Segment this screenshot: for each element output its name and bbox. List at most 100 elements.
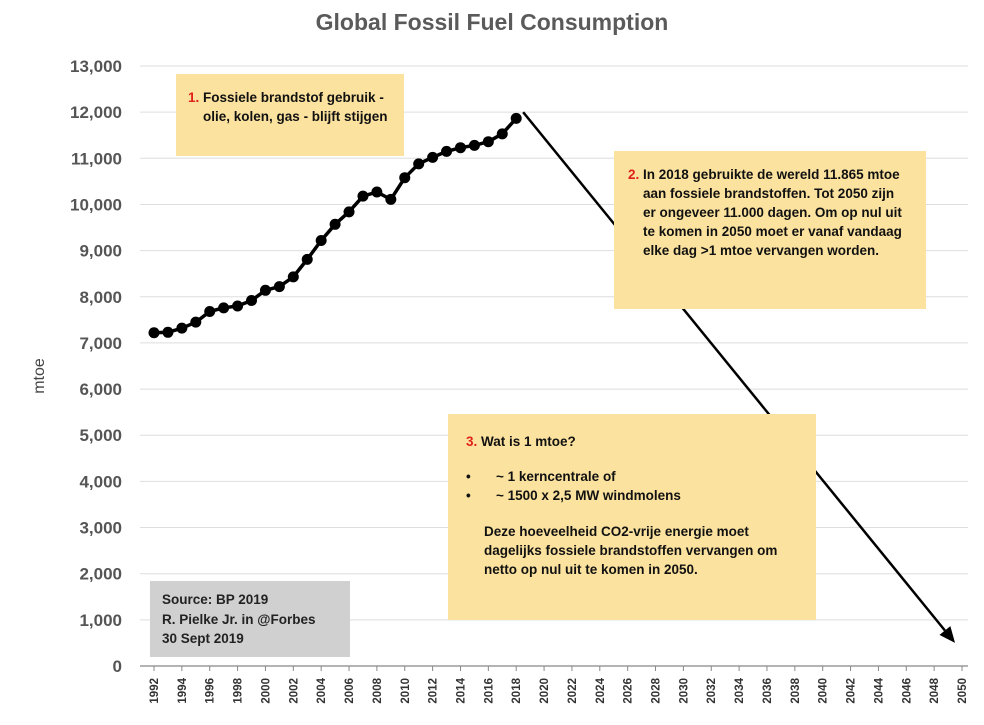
data-point [232,300,244,312]
arrow-shaft [522,111,946,632]
x-tick-label: 2042 [846,678,858,704]
data-point [287,271,299,283]
y-tick-label: 9,000 [79,242,122,261]
x-tick-label: 2040 [818,678,830,704]
note-3-bullet-list: • ~ 1 kerncentrale of • ~ 1500 x 2,5 MW wi… [466,467,804,505]
bullet-text: ~ 1 kerncentrale of [496,469,616,484]
projection-arrow [522,111,956,643]
y-axis-ticks: 0 1,000 2,000 3,000 4,000 5,000 6,000 7,000 8,00… [70,57,122,676]
data-point [162,326,174,338]
x-tick-label: 2002 [288,678,300,704]
y-tick-label: 2,000 [79,565,122,584]
y-tick-label: 3,000 [79,519,122,538]
data-point [315,234,327,246]
y-tick-label: 6,000 [79,380,122,399]
data-point [427,151,439,163]
data-point [273,281,285,293]
y-tick-label: 11,000 [71,149,122,168]
x-tick-label: 1998 [233,677,245,703]
x-tick-label: 2030 [678,678,690,704]
data-point [371,186,383,198]
note-box-1: 1. Fossiele brandstof gebruik - olie, ko… [176,74,404,156]
data-point [454,142,466,154]
x-tick-label: 2018 [511,677,523,703]
x-tick-label: 2010 [400,678,412,704]
data-point [482,136,494,148]
y-tick-label: 12,000 [70,103,122,122]
x-tick-label: 2046 [901,678,913,704]
note-3-bullet: • ~ 1 kerncentrale of [466,467,804,486]
x-tick-label: 2050 [957,678,969,704]
source-line-3: 30 Sept 2019 [162,631,244,646]
source-line-1: Source: BP 2019 [162,592,269,607]
note-2-number: 2. [628,167,640,182]
x-tick-label: 1996 [205,678,217,704]
data-point [246,294,258,306]
data-point [413,158,425,170]
x-tick-label: 2038 [790,677,802,703]
y-axis-label: mtoe [31,358,48,394]
y-tick-label: 0 [113,657,122,676]
x-tick-label: 1992 [149,678,161,704]
note-box-3: 3. Wat is 1 mtoe? • ~ 1 kerncentrale of •… [448,414,816,620]
data-point [176,322,188,334]
note-1-text: Fossiele brandstof gebruik - olie, kolen… [203,90,388,124]
x-tick-label: 2048 [929,677,941,703]
bullet-dot: • [466,469,471,484]
y-tick-label: 8,000 [79,288,122,307]
x-tick-label: 2036 [762,678,774,704]
note-3-heading-row: 3. Wat is 1 mtoe? [466,432,804,451]
data-point [357,190,369,202]
data-point [496,128,508,140]
x-tick-label: 2008 [372,677,384,703]
data-point [441,145,453,157]
y-tick-label: 13,000 [70,57,122,76]
data-point [329,218,341,230]
series [148,112,522,339]
data-point [218,302,230,314]
x-tick-label: 2022 [567,678,579,704]
y-tick-label: 5,000 [79,426,122,445]
bullet-text: ~ 1500 x 2,5 MW windmolens [496,488,681,503]
x-tick-label: 1994 [177,677,189,703]
x-tick-label: 2006 [344,678,356,704]
note-1-number: 1. [188,90,200,105]
x-tick-label: 2024 [595,677,607,703]
y-tick-label: 4,000 [79,472,122,491]
bullet-dot: • [466,488,471,503]
y-tick-label: 1,000 [79,611,122,630]
y-tick-label: 7,000 [79,334,122,353]
x-tick-label: 2016 [483,678,495,704]
x-tick-label: 2028 [651,677,663,703]
note-3-heading: Wat is 1 mtoe? [481,434,576,449]
data-point [259,284,271,296]
x-tick-label: 2032 [706,678,718,704]
x-axis-ticks: 1992 1994 1996 1998 2000 2002 2004 2006 2008 2010… [149,666,969,704]
x-tick-label: 2044 [873,677,885,703]
data-point [343,206,355,218]
source-line-2: R. Pielke Jr. in @Forbes [162,611,316,627]
data-point [301,253,313,265]
x-tick-label: 2034 [734,677,746,703]
arrow-head [939,626,956,643]
data-point [385,193,397,205]
x-tick-label: 2020 [539,678,551,704]
data-point [204,306,216,318]
y-tick-label: 10,000 [70,195,122,214]
note-3-bullet: • ~ 1500 x 2,5 MW windmolens [466,486,804,505]
chart-title: Global Fossil Fuel Consumption [316,9,669,35]
x-tick-label: 2012 [428,678,440,704]
note-box-2: 2. In 2018 gebruikte de wereld 11.865 mt… [614,151,926,309]
note-3-number: 3. [466,434,478,449]
data-point [468,139,480,151]
x-tick-label: 2014 [455,677,467,703]
x-tick-label: 2026 [623,678,635,704]
x-tick-label: 2004 [316,677,328,703]
data-point [190,316,202,328]
source-box: Source: BP 2019 R. Pielke Jr. in @Forbes… [150,581,350,657]
note-2-text: In 2018 gebruikte de wereld 11.865 mtoe … [643,167,902,258]
data-point [399,172,411,184]
data-point [148,327,160,339]
note-3-text: Deze hoeveelheid CO2-vrije energie moet … [484,524,778,577]
x-tick-label: 2000 [260,678,272,704]
